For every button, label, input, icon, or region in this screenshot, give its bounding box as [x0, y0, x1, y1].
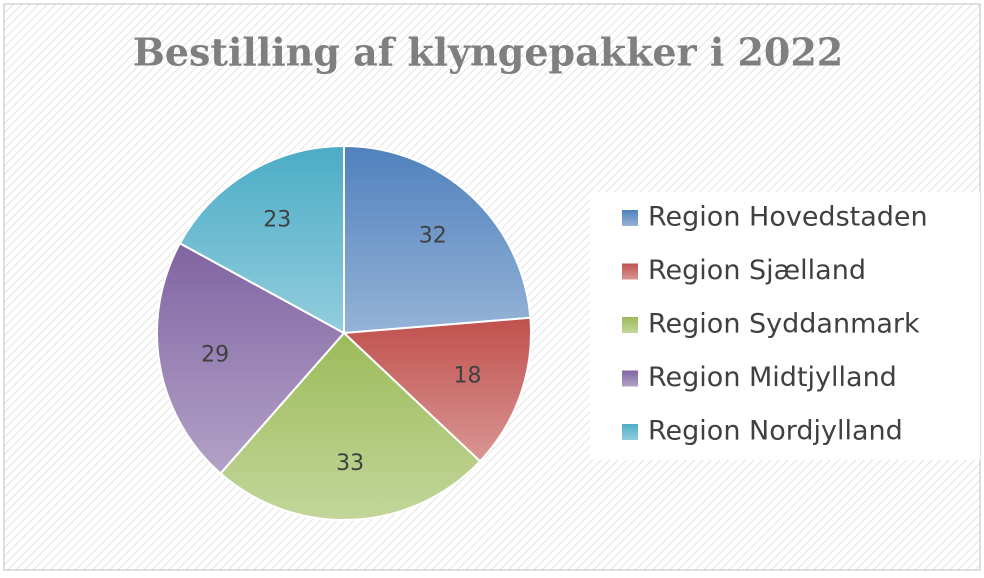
pie-slice — [343, 144, 532, 335]
legend-label: Region Syddanmark — [648, 309, 920, 340]
data-label: 33 — [336, 451, 364, 476]
data-label: 29 — [201, 343, 229, 368]
legend-label: Region Sjælland — [648, 255, 866, 286]
pie-slice — [156, 241, 346, 475]
legend-swatch — [622, 210, 638, 226]
data-label: 32 — [419, 224, 447, 249]
legend-swatch — [622, 370, 638, 387]
pie-slice — [219, 331, 482, 521]
data-label: 18 — [454, 363, 482, 388]
legend-label: Region Midtjylland — [648, 362, 897, 393]
legend-swatch — [622, 424, 638, 440]
legend-label: Region Hovedstaden — [648, 202, 928, 233]
data-label: 23 — [263, 207, 291, 232]
legend-label: Region Nordjylland — [648, 416, 903, 447]
legend-swatch — [622, 263, 638, 280]
legend-swatch — [622, 317, 638, 333]
legend-box — [590, 192, 980, 460]
pie-slice — [341, 316, 532, 463]
pie-slice — [178, 144, 345, 335]
chart-title: Bestilling af klyngepakker i 2022 — [133, 30, 844, 75]
